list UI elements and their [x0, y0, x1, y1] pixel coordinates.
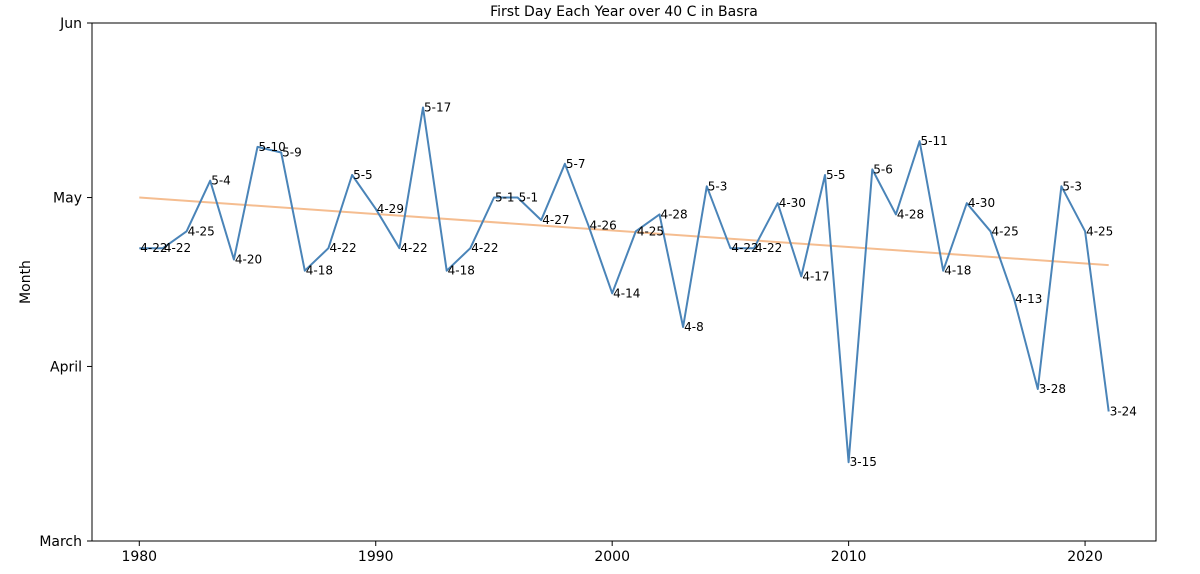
data-label: 3-28 [1039, 382, 1066, 396]
x-tick-label: 2010 [831, 549, 867, 565]
data-label: 4-8 [684, 320, 704, 334]
y-axis-label: Month [18, 260, 34, 304]
axes: 1980 1990 2000 2010 2020 March April May Jun [39, 16, 1157, 565]
data-label: 5-9 [282, 146, 302, 160]
y-tick-label: May [53, 191, 82, 207]
data-label: 4-22 [400, 241, 427, 255]
data-label: 4-30 [968, 196, 995, 210]
data-label: 4-22 [731, 241, 758, 255]
data-label: 4-14 [613, 286, 640, 300]
data-label: 5-1 [519, 191, 539, 205]
x-tick-label: 2000 [594, 549, 630, 565]
data-label: 5-4 [211, 174, 231, 188]
x-tick-label: 1980 [121, 549, 157, 565]
data-label: 4-18 [448, 264, 475, 278]
data-label: 4-18 [306, 264, 333, 278]
data-label: 4-22 [164, 241, 191, 255]
x-tick-label: 1990 [358, 549, 394, 565]
data-label: 4-25 [1086, 224, 1113, 238]
data-label: 4-13 [1015, 292, 1042, 306]
data-label: 4-28 [660, 207, 687, 221]
data-label: 5-7 [566, 157, 586, 171]
data-label: 4-18 [944, 264, 971, 278]
data-label: 5-3 [708, 179, 728, 193]
data-label: 3-24 [1110, 405, 1137, 419]
y-tick-label: March [39, 534, 82, 550]
data-label: 5-17 [424, 100, 451, 114]
data-label: 5-3 [1062, 179, 1082, 193]
series-layer [139, 106, 1110, 464]
data-label: 4-22 [140, 241, 167, 255]
data-label: 4-20 [235, 252, 262, 266]
data-label: 5-10 [259, 140, 286, 154]
data-label: 4-28 [897, 207, 924, 221]
data-label: 4-22 [755, 241, 782, 255]
data-label: 5-11 [921, 134, 948, 148]
y-tick-label: April [50, 359, 82, 375]
x-tick-label: 2020 [1067, 549, 1103, 565]
trend-line [139, 196, 1109, 267]
data-label: 5-5 [826, 168, 846, 182]
data-label: 5-5 [353, 168, 373, 182]
plot-frame [91, 22, 1157, 542]
data-label-layer: 4-224-224-255-44-205-105-94-184-225-54-2… [140, 100, 1137, 469]
data-label: 4-27 [542, 213, 569, 227]
chart-title: First Day Each Year over 40 C in Basra [490, 4, 758, 20]
data-label: 4-25 [188, 224, 215, 238]
data-label: 4-26 [590, 219, 617, 233]
series-line [139, 106, 1110, 464]
data-label: 5-6 [873, 162, 893, 176]
y-tick-label: Jun [59, 16, 82, 32]
data-label: 4-25 [637, 224, 664, 238]
data-label: 4-22 [329, 241, 356, 255]
data-label: 3-15 [850, 455, 877, 469]
trend-layer [139, 196, 1109, 267]
data-label: 4-29 [377, 202, 404, 216]
data-label: 4-17 [802, 269, 829, 283]
data-label: 4-25 [991, 224, 1018, 238]
data-label: 4-22 [471, 241, 498, 255]
data-label: 5-1 [495, 191, 515, 205]
data-label: 4-30 [779, 196, 806, 210]
